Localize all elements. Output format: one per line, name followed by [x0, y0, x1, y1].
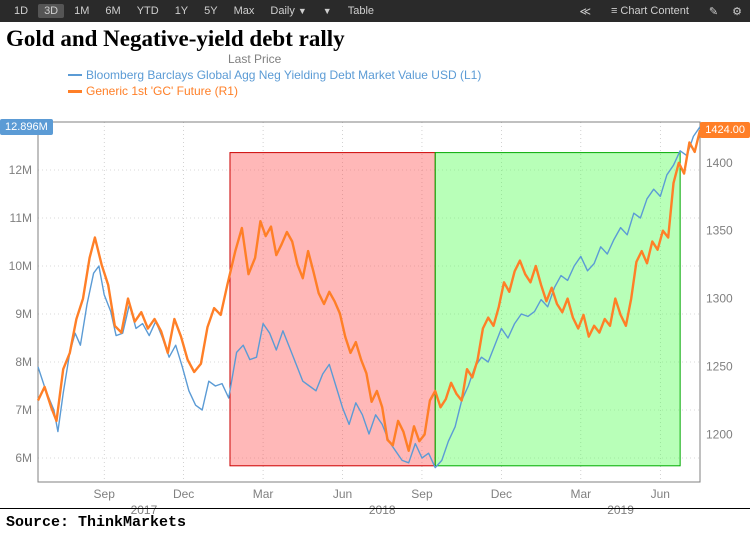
range-3d[interactable]: 3D — [38, 4, 64, 18]
svg-text:8M: 8M — [15, 355, 32, 369]
svg-text:6M: 6M — [15, 451, 32, 465]
chart-svg: 6M 7M 8M 9M 10M 11M 12M 1200 1250 1300 1350 1400 Sep… — [0, 52, 750, 520]
legend-swatch-2 — [68, 90, 82, 93]
chevron-down-icon: ▼ — [298, 6, 307, 16]
svg-text:1300: 1300 — [706, 292, 733, 306]
range-1m[interactable]: 1M — [68, 4, 95, 18]
legend-label-2: Generic 1st 'GC' Future (R1) — [86, 84, 238, 98]
svg-text:Dec: Dec — [173, 487, 194, 501]
frequency-dropdown[interactable]: Daily ▼ — [264, 4, 312, 18]
legend-header: Last Price — [228, 52, 281, 66]
svg-text:Sep: Sep — [94, 487, 116, 501]
svg-text:1400: 1400 — [706, 156, 733, 170]
frequency-label: Daily — [270, 5, 294, 17]
divider — [0, 508, 750, 509]
legend-series-1: Bloomberg Barclays Global Agg Neg Yieldi… — [68, 68, 481, 82]
range-ytd[interactable]: YTD — [131, 4, 165, 18]
range-5y[interactable]: 5Y — [198, 4, 223, 18]
svg-text:Mar: Mar — [253, 487, 274, 501]
table-button[interactable]: Table — [342, 4, 380, 18]
rewind-icon[interactable]: ≪ — [579, 5, 591, 18]
range-max[interactable]: Max — [228, 4, 261, 18]
range-6m[interactable]: 6M — [99, 4, 126, 18]
legend-series-2: Generic 1st 'GC' Future (R1) — [68, 84, 238, 98]
settings-icon[interactable]: ⚙ — [732, 5, 742, 18]
svg-text:9M: 9M — [15, 307, 32, 321]
svg-text:10M: 10M — [9, 259, 32, 273]
toolbar: 1D 3D 1M 6M YTD 1Y 5Y Max Daily ▼ ▼ Tabl… — [0, 0, 750, 22]
svg-text:1200: 1200 — [706, 427, 733, 441]
chart-content-icon: ≡ — [611, 5, 617, 17]
chart-area: 6M 7M 8M 9M 10M 11M 12M 1200 1250 1300 1350 1400 Sep… — [0, 52, 750, 520]
svg-text:Mar: Mar — [571, 487, 592, 501]
edit-icon[interactable]: ✎ — [709, 5, 718, 18]
left-value-badge: 12.896M — [0, 119, 53, 135]
chart-type-dropdown[interactable]: ▼ — [317, 5, 338, 17]
svg-text:1350: 1350 — [706, 224, 733, 238]
svg-text:2018: 2018 — [369, 503, 396, 517]
chart-content-dropdown[interactable]: ≡ Chart Content — [605, 4, 695, 18]
svg-text:1250: 1250 — [706, 360, 733, 374]
legend-label-1: Bloomberg Barclays Global Agg Neg Yieldi… — [86, 68, 481, 82]
chevron-down-icon: ▼ — [323, 6, 332, 16]
range-1y[interactable]: 1Y — [169, 4, 194, 18]
right-value-badge: 1424.00 — [700, 122, 750, 138]
svg-text:12M: 12M — [9, 163, 32, 177]
svg-text:Sep: Sep — [411, 487, 433, 501]
svg-text:7M: 7M — [15, 403, 32, 417]
svg-text:Jun: Jun — [333, 487, 352, 501]
svg-text:Dec: Dec — [491, 487, 512, 501]
chart-title: Gold and Negative-yield debt rally — [0, 22, 750, 52]
chart-content-label: Chart Content — [620, 5, 688, 17]
svg-text:11M: 11M — [10, 211, 32, 225]
svg-text:Jun: Jun — [651, 487, 670, 501]
svg-text:2019: 2019 — [607, 503, 634, 517]
legend-swatch-1 — [68, 74, 82, 77]
range-1d[interactable]: 1D — [8, 4, 34, 18]
source-footer: Source: ThinkMarkets — [6, 514, 186, 531]
